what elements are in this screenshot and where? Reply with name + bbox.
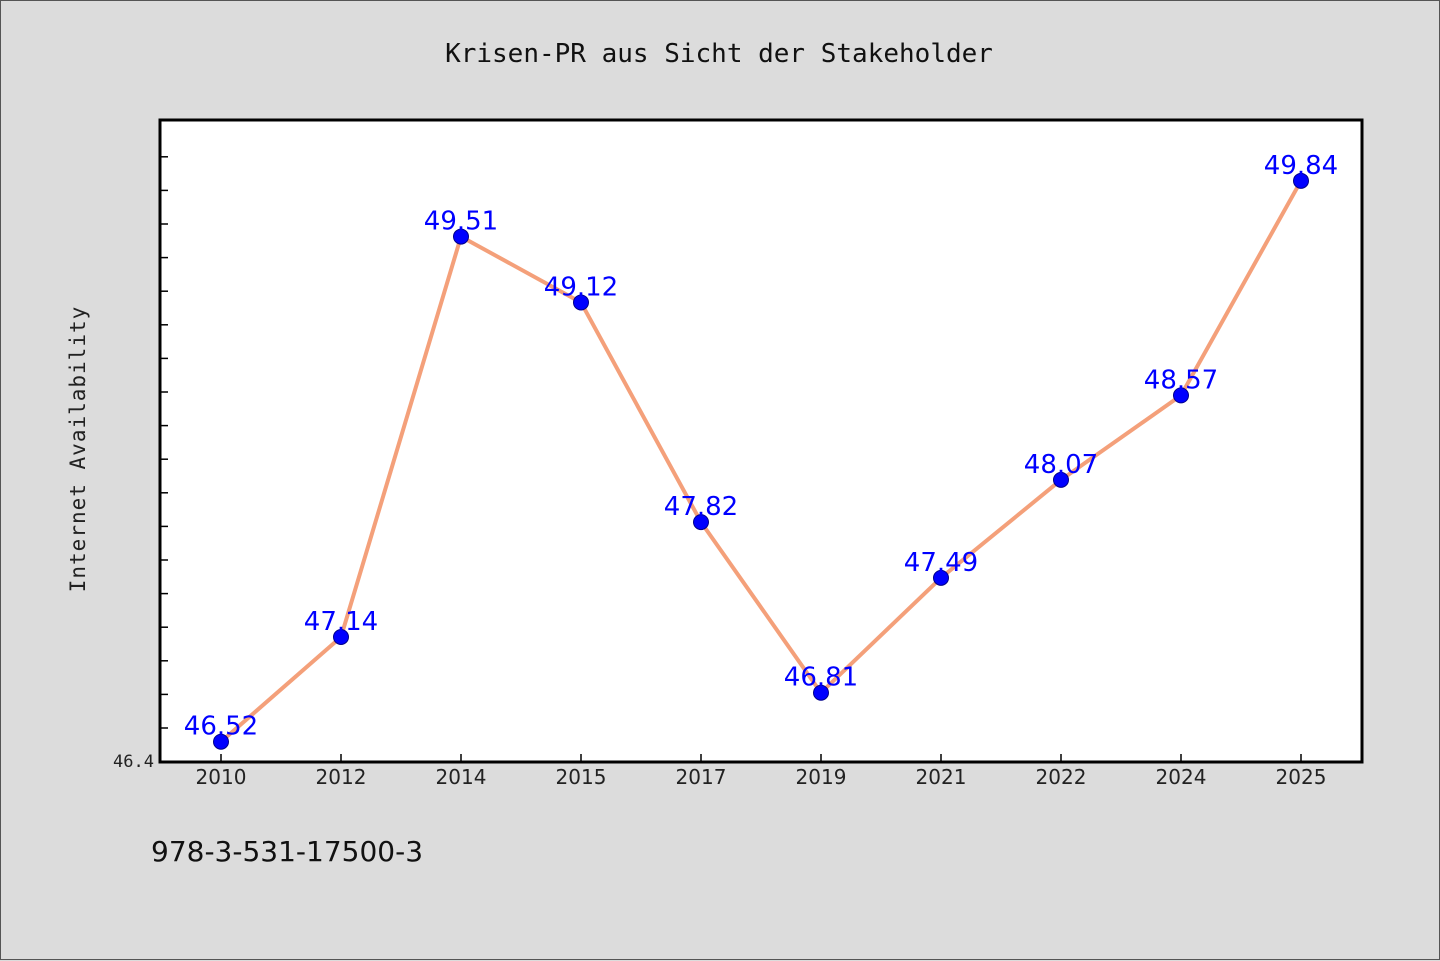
x-tick-label: 2015 [556, 765, 607, 789]
x-tick-label: 2014 [436, 765, 487, 789]
chart-title: Krisen-PR aus Sicht der Stakeholder [445, 39, 993, 69]
x-tick-label: 2025 [1276, 765, 1327, 789]
data-point [573, 294, 589, 311]
x-tick-label: 2012 [316, 765, 367, 789]
data-label: 49.84 [1264, 151, 1338, 181]
data-labels: 46.52 47.14 49.51 49.12 47.82 46.81 47.49 48.07… [184, 151, 1338, 742]
x-tick-label: 2022 [1036, 765, 1087, 789]
data-label: 47.82 [664, 492, 738, 522]
data-point [813, 684, 829, 701]
data-label: 47.14 [304, 607, 378, 637]
isbn-text: 978-3-531-17500-3 [151, 835, 424, 868]
y-axis-label: Internet Availability [66, 306, 90, 593]
series-line [219, 179, 1303, 744]
data-point [453, 228, 469, 245]
data-point [1173, 387, 1189, 404]
data-point [1293, 172, 1309, 189]
data-point [1053, 471, 1069, 488]
x-tick-label: 2010 [196, 765, 247, 789]
x-axis-ticks: 2010 2012 2014 2015 2017 2019 2021 2022 2024 2025 [196, 754, 1327, 789]
data-label: 49.12 [544, 272, 618, 302]
x-tick-label: 2019 [796, 765, 847, 789]
y-min-tick-label: 46.4 [113, 752, 154, 772]
data-label: 48.07 [1024, 450, 1098, 480]
x-tick-label: 2017 [676, 765, 727, 789]
y-axis-minor-ticks [160, 156, 168, 729]
data-markers [213, 172, 1309, 750]
data-point [333, 628, 349, 645]
data-label: 47.49 [904, 548, 978, 578]
x-tick-label: 2021 [916, 765, 967, 789]
data-point [933, 569, 949, 586]
plot-area [158, 118, 1364, 764]
data-point [213, 733, 229, 750]
data-point [693, 514, 709, 531]
data-label: 48.57 [1144, 365, 1218, 395]
data-label: 46.52 [184, 712, 258, 742]
x-tick-label: 2024 [1156, 765, 1207, 789]
data-label: 49.51 [424, 207, 498, 237]
data-label: 46.81 [784, 663, 858, 693]
